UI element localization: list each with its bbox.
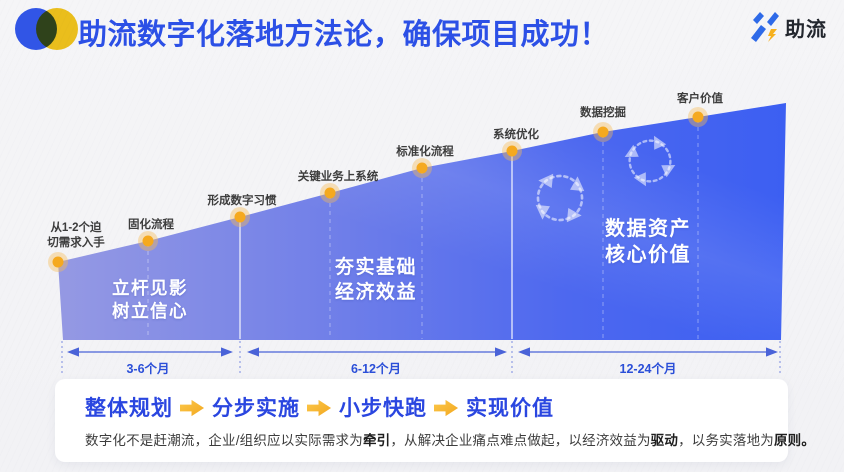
duration-label: 6-12个月 [350, 362, 402, 376]
milestone-guide-lines [147, 119, 699, 339]
phase-title: 夯实基础 经济效益 [334, 257, 418, 304]
brand-logo: 助流 [750, 11, 827, 43]
milestone-label: 固化流程 [128, 219, 174, 231]
milestone-label: 从1-2个迫 切需求入手 [47, 222, 105, 249]
duration-label: 3-6个月 [126, 362, 170, 376]
milestone-label: 系统优化 [493, 129, 539, 141]
milestone-label: 数据挖掘 [580, 107, 626, 119]
phase-boundary-lines [239, 152, 513, 339]
yellow-circle-icon [36, 8, 78, 50]
summary-card: 整体规划 分步实施 小步快跑 实现价值 数字化不是赶潮流，企业/组织应以实际需求… [55, 379, 816, 462]
duration-separators [61, 341, 781, 373]
milestone-label: 关键业务上系统 [297, 171, 379, 183]
phase-title: 立杆见影 树立信心 [112, 278, 188, 322]
flow-step: 小步快跑 [339, 397, 427, 420]
flow-step: 分步实施 [212, 397, 300, 420]
phase-title: 数据资产 核心价值 [605, 218, 691, 267]
summary-description: 数字化不是赶潮流，企业/组织应以实际需求为牵引，从解决企业痛点难点做起，以经济效… [85, 433, 816, 448]
title-bullet-circles-icon [15, 8, 78, 50]
milestone-label: 标准化流程 [396, 146, 454, 158]
flow-step: 整体规划 [85, 397, 173, 420]
flow-step: 实现价值 [466, 397, 554, 420]
arrow-right-icon [307, 399, 332, 417]
brand-name: 助流 [785, 18, 827, 41]
milestone-label: 客户价值 [677, 93, 723, 105]
duration-label: 12-24个月 [619, 362, 677, 376]
brand-lightning-icon [751, 12, 779, 42]
arrow-right-icon [434, 399, 459, 417]
arrow-right-icon [180, 399, 205, 417]
page-title: 助流数字化落地方法论，确保项目成功！ [78, 19, 610, 51]
duration-arrows [67, 347, 778, 357]
milestone-dots [48, 107, 708, 272]
flow-steps: 整体规划 分步实施 小步快跑 实现价值 [55, 379, 788, 422]
milestone-label: 形成数字习惯 [207, 195, 277, 207]
